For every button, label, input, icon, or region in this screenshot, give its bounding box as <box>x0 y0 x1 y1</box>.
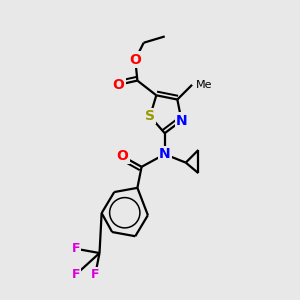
Text: O: O <box>117 149 129 163</box>
Text: O: O <box>129 52 141 67</box>
Text: F: F <box>72 242 81 255</box>
Text: N: N <box>159 147 170 161</box>
Text: O: O <box>112 78 124 92</box>
Text: Me: Me <box>196 80 213 90</box>
Text: F: F <box>91 268 100 281</box>
Text: F: F <box>72 268 81 281</box>
Text: N: N <box>176 114 188 128</box>
Text: S: S <box>145 109 155 123</box>
